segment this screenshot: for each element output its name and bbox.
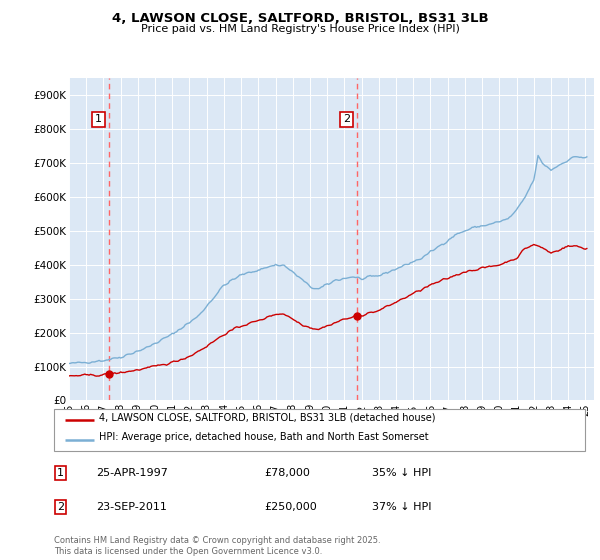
Text: 37% ↓ HPI: 37% ↓ HPI <box>372 502 431 512</box>
Text: £78,000: £78,000 <box>264 468 310 478</box>
Text: HPI: Average price, detached house, Bath and North East Somerset: HPI: Average price, detached house, Bath… <box>99 432 429 442</box>
Text: 25-APR-1997: 25-APR-1997 <box>96 468 168 478</box>
FancyBboxPatch shape <box>54 409 585 451</box>
Text: 2: 2 <box>343 114 350 124</box>
Text: 35% ↓ HPI: 35% ↓ HPI <box>372 468 431 478</box>
Text: 2: 2 <box>57 502 64 512</box>
Text: Price paid vs. HM Land Registry's House Price Index (HPI): Price paid vs. HM Land Registry's House … <box>140 24 460 34</box>
Text: 1: 1 <box>95 114 102 124</box>
Text: 23-SEP-2011: 23-SEP-2011 <box>96 502 167 512</box>
Text: 4, LAWSON CLOSE, SALTFORD, BRISTOL, BS31 3LB (detached house): 4, LAWSON CLOSE, SALTFORD, BRISTOL, BS31… <box>99 412 436 422</box>
Text: Contains HM Land Registry data © Crown copyright and database right 2025.
This d: Contains HM Land Registry data © Crown c… <box>54 536 380 556</box>
Text: £250,000: £250,000 <box>264 502 317 512</box>
Text: 4, LAWSON CLOSE, SALTFORD, BRISTOL, BS31 3LB: 4, LAWSON CLOSE, SALTFORD, BRISTOL, BS31… <box>112 12 488 25</box>
Text: 1: 1 <box>57 468 64 478</box>
